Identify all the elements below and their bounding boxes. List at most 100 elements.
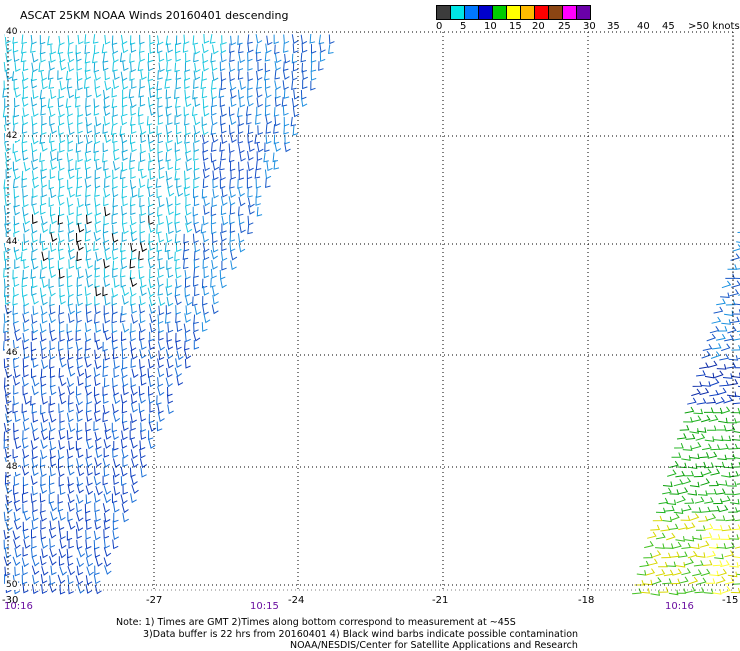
- wind-barb: [690, 482, 699, 487]
- wind-barb: [95, 503, 100, 512]
- wind-barb: [719, 444, 728, 450]
- wind-barb: [15, 88, 21, 97]
- wind-barb: [67, 430, 72, 439]
- wind-barb: [687, 398, 696, 404]
- wind-barb: [87, 259, 93, 268]
- wind-barb: [41, 539, 47, 548]
- wind-barb: [68, 360, 74, 369]
- wind-barb: [184, 260, 189, 269]
- wind-barb: [104, 188, 110, 197]
- wind-barb: [686, 434, 695, 440]
- wind-barb: [69, 520, 76, 529]
- wind-barb: [728, 572, 737, 577]
- wind-barb: [714, 436, 723, 441]
- wind-barb: [33, 188, 38, 197]
- wind-barb: [104, 467, 109, 476]
- wind-barb: [725, 551, 734, 557]
- wind-barb: [722, 525, 731, 531]
- wind-barb: [721, 535, 730, 540]
- wind-barb: [112, 44, 118, 53]
- wind-barb: [69, 441, 75, 450]
- wind-barb: [203, 62, 209, 71]
- wind-barb: [203, 179, 208, 188]
- wind-barb: [195, 243, 201, 252]
- wind-barb: [193, 297, 198, 306]
- wind-barb: [95, 296, 100, 305]
- wind-barb: [86, 584, 92, 593]
- wind-barb: [87, 395, 92, 404]
- wind-barb: [275, 117, 280, 126]
- wind-barb: [68, 494, 75, 503]
- wind-barb: [13, 287, 18, 296]
- wind-barb: [23, 485, 28, 494]
- wind-barb: [14, 53, 20, 62]
- wind-barb: [211, 53, 216, 62]
- wind-barb: [68, 296, 73, 305]
- wind-barb: [697, 398, 706, 404]
- wind-barb: [150, 106, 156, 115]
- wind-barb: [76, 260, 81, 269]
- wind-barb: [95, 79, 100, 88]
- wind-barb: [42, 584, 47, 593]
- wind-barb: [69, 259, 74, 268]
- wind-barb: [292, 71, 297, 80]
- wind-barb: [94, 45, 99, 54]
- wind-barb: [105, 331, 111, 340]
- wind-barb: [114, 278, 120, 287]
- wind-barb: [113, 386, 119, 395]
- wind-barb: [716, 577, 725, 584]
- wind-barb: [176, 152, 181, 161]
- wind-barb: [59, 440, 65, 449]
- wind-barb: [123, 360, 128, 369]
- wind-barb: [693, 382, 702, 387]
- wind-barb: [700, 541, 709, 548]
- wind-barb: [86, 107, 92, 116]
- wind-barb: [59, 242, 64, 251]
- wind-barb: [60, 530, 66, 539]
- lon-label: -27: [146, 595, 162, 606]
- wind-barb: [274, 35, 279, 44]
- wind-barb: [130, 332, 136, 341]
- wind-barb: [58, 233, 64, 242]
- wind-barb: [114, 359, 120, 368]
- wind-barb: [266, 115, 272, 124]
- wind-barb: [238, 179, 243, 188]
- wind-barb: [221, 252, 227, 261]
- wind-barb: [247, 115, 252, 124]
- wind-barb: [185, 144, 191, 153]
- wind-barb: [683, 417, 692, 422]
- wind-barb: [131, 476, 137, 485]
- wind-barb: [96, 486, 103, 495]
- wind-barb: [730, 289, 739, 295]
- wind-barb: [685, 536, 694, 541]
- wind-barb: [211, 153, 216, 162]
- wind-barb: [640, 561, 649, 567]
- wind-barb: [230, 133, 236, 142]
- wind-barb: [721, 319, 730, 324]
- wind-barb: [194, 53, 199, 62]
- wind-barb: [95, 268, 100, 277]
- wind-barb: [77, 241, 83, 250]
- wind-barb: [77, 423, 82, 432]
- wind-barb: [67, 340, 72, 349]
- wind-barb: [703, 560, 712, 565]
- wind-barb: [122, 306, 127, 315]
- wind-barb: [713, 525, 722, 530]
- wind-barb: [221, 124, 226, 133]
- wind-barb: [32, 566, 39, 575]
- wind-barb: [14, 423, 19, 432]
- wind-barb: [14, 502, 20, 511]
- wind-barb: [704, 589, 713, 594]
- wind-barb: [23, 547, 28, 556]
- wind-barb: [14, 512, 20, 521]
- wind-barb: [112, 215, 117, 224]
- wind-barb: [104, 305, 109, 314]
- wind-barb: [122, 189, 127, 198]
- wind-barb: [122, 404, 127, 413]
- wind-barb: [264, 153, 269, 162]
- wind-barb: [175, 296, 181, 305]
- wind-barb: [103, 287, 108, 296]
- wind-barb: [78, 107, 83, 116]
- wind-barb: [230, 205, 235, 214]
- wind-barb: [22, 494, 27, 503]
